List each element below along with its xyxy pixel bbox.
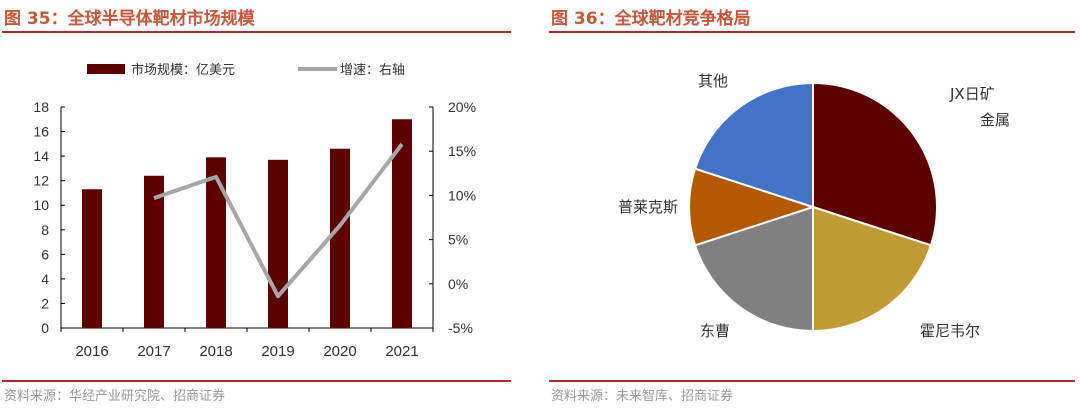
right-title-rule xyxy=(549,31,1075,33)
x-tick-label: 2021 xyxy=(385,343,418,360)
pie-slice xyxy=(693,81,814,209)
legend-line-label: 增速：右轴 xyxy=(340,63,405,78)
pie-slice xyxy=(693,205,814,333)
pie-label-cont: 金属 xyxy=(980,111,1010,129)
x-tick-label: 2019 xyxy=(261,343,294,360)
y2-tick-label: 5% xyxy=(448,232,468,248)
y-tick-label: 16 xyxy=(33,124,49,140)
y-tick-label: 8 xyxy=(41,222,49,238)
right-source-rule xyxy=(549,380,1075,382)
y2-tick-label: 0% xyxy=(448,276,468,292)
left-source: 资料来源：华经产业研究院、招商证券 xyxy=(4,389,226,404)
y2-tick-label: 10% xyxy=(448,187,476,203)
pie-label: 其他 xyxy=(698,72,728,90)
legend-bar-label: 市场规模：亿美元 xyxy=(131,62,235,78)
right-chart-title: 图 36：全球靶材竞争格局 xyxy=(551,9,751,29)
pie-label: 东曹 xyxy=(700,322,730,340)
y-tick-label: 0 xyxy=(41,320,49,336)
bar xyxy=(268,159,288,328)
pie-slice xyxy=(688,167,817,247)
pie-label: 普莱克斯 xyxy=(618,198,678,216)
x-tick-label: 2018 xyxy=(199,343,232,360)
bar xyxy=(82,189,102,328)
y-tick-label: 12 xyxy=(33,173,49,189)
pie-slice xyxy=(812,81,938,247)
y2-tick-label: 15% xyxy=(448,143,476,159)
x-tick-label: 2017 xyxy=(137,343,170,360)
y-tick-label: 18 xyxy=(33,99,49,115)
x-tick-label: 2020 xyxy=(323,343,356,360)
y-tick-label: 14 xyxy=(33,148,49,164)
y-tick-label: 10 xyxy=(33,197,49,213)
pie-slice xyxy=(812,205,933,333)
y2-tick-label: 20% xyxy=(448,99,476,115)
pie-label: JX日矿 xyxy=(949,85,995,103)
bar xyxy=(144,175,164,328)
bar xyxy=(206,157,226,328)
x-tick-label: 2016 xyxy=(75,343,108,360)
bar xyxy=(392,119,412,329)
legend-bar-swatch xyxy=(87,64,125,74)
y-tick-label: 4 xyxy=(41,271,49,287)
y-tick-label: 6 xyxy=(41,246,49,262)
left-title-rule xyxy=(2,31,511,33)
bar xyxy=(330,148,350,328)
y-tick-label: 2 xyxy=(41,295,49,311)
growth-line xyxy=(153,142,404,299)
y2-tick-label: -5% xyxy=(448,320,473,336)
left-source-rule xyxy=(2,380,511,382)
right-source: 资料来源：未来智库、招商证券 xyxy=(551,389,734,404)
left-chart-title: 图 35：全球半导体靶材市场规模 xyxy=(4,9,255,29)
pie-label: 霍尼韦尔 xyxy=(920,322,980,340)
